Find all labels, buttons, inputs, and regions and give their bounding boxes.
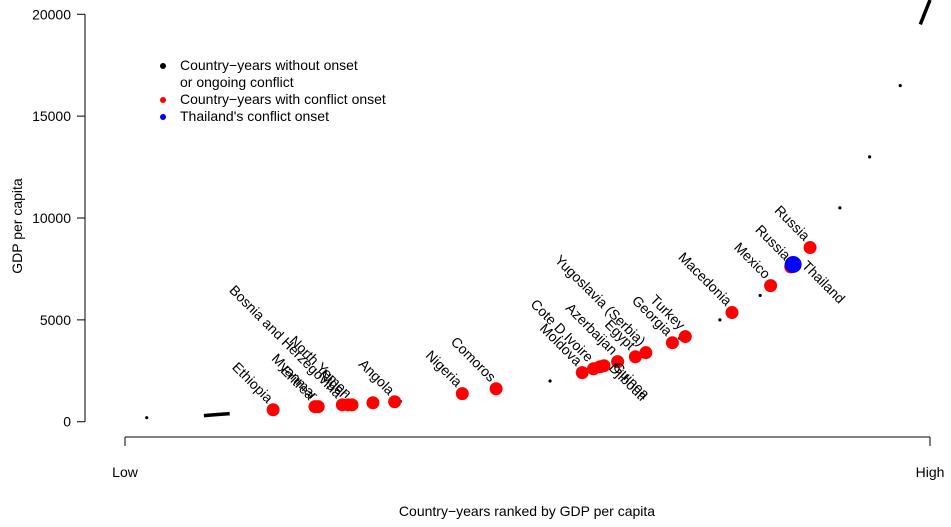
legend-item: Country−years without onset or ongoing c… — [158, 57, 386, 91]
y-tick-label: 20000 — [32, 6, 71, 22]
point — [764, 279, 778, 293]
x-axis-title: Country−years ranked by GDP per capita — [399, 503, 655, 519]
point — [489, 382, 503, 396]
point — [725, 306, 739, 320]
point — [611, 355, 625, 369]
y-tick-label: 5000 — [40, 312, 71, 328]
point — [758, 293, 762, 298]
curve — [203, 411, 230, 418]
point — [898, 83, 902, 88]
y-tick-label: 0 — [63, 414, 71, 430]
point — [266, 403, 280, 417]
point — [868, 155, 872, 159]
point — [366, 396, 380, 410]
point — [575, 366, 589, 380]
point-label: Thailand — [799, 257, 848, 306]
y-tick-label: 10000 — [32, 210, 71, 226]
point — [628, 350, 642, 364]
legend: Country−years without onset or ongoing c… — [158, 57, 386, 125]
point — [665, 336, 679, 350]
point — [803, 241, 817, 255]
legend-label: Country−years without onset or ongoing c… — [180, 57, 358, 90]
point — [388, 395, 402, 409]
y-tick-label: 15000 — [32, 108, 71, 124]
point — [784, 255, 802, 273]
point-label: Macedonia — [675, 249, 735, 309]
point — [455, 387, 469, 401]
legend-marker — [160, 114, 166, 120]
legend-marker — [160, 97, 166, 103]
point — [345, 398, 359, 412]
legend-item: Country−years with conflict onset — [158, 91, 386, 108]
point-label: Ethiopia — [229, 359, 276, 406]
point — [838, 206, 842, 210]
marks — [145, 0, 932, 420]
point — [718, 318, 722, 322]
point — [597, 359, 611, 373]
point — [548, 379, 552, 383]
point-label: Angola — [356, 356, 398, 398]
legend-marker — [160, 63, 166, 69]
point — [311, 400, 325, 414]
curve — [918, 0, 932, 26]
x-tick-label: Low — [112, 464, 139, 480]
legend-label: Thailand's conflict onset — [180, 108, 329, 124]
legend-item: Thailand's conflict onset — [158, 108, 386, 125]
y-axis-title: GDP per capita — [9, 178, 25, 274]
x-tick-label: High — [916, 464, 945, 480]
legend-label: Country−years with conflict onset — [180, 91, 386, 107]
point — [678, 330, 692, 344]
point — [145, 416, 149, 420]
point — [639, 346, 653, 360]
